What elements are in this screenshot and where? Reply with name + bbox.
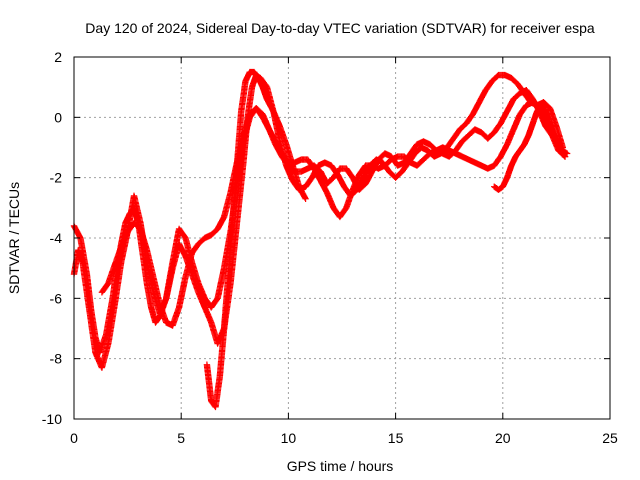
y-tick-label: -2 bbox=[50, 170, 63, 186]
grid bbox=[74, 57, 610, 419]
chart-title: Day 120 of 2024, Sidereal Day-to-day VTE… bbox=[85, 20, 595, 36]
x-axis-label: GPS time / hours bbox=[287, 458, 394, 474]
x-tick-label: 5 bbox=[177, 430, 185, 446]
series-markers bbox=[70, 87, 569, 371]
series-markers bbox=[491, 102, 571, 193]
x-tick-label: 0 bbox=[70, 430, 78, 446]
series-track-A bbox=[70, 71, 566, 356]
series-track-D bbox=[203, 68, 309, 411]
y-tick-label: -8 bbox=[50, 351, 63, 367]
y-axis-label: SDTVAR / TECUs bbox=[6, 182, 22, 294]
series-track-B bbox=[70, 87, 569, 371]
series-markers bbox=[203, 68, 309, 411]
series-track-E bbox=[491, 102, 571, 193]
y-tick-label: -6 bbox=[50, 290, 63, 306]
y-tick-label: -10 bbox=[42, 411, 62, 427]
y-tick-label: 0 bbox=[54, 109, 62, 125]
x-tick-label: 20 bbox=[495, 430, 511, 446]
x-tick-label: 15 bbox=[388, 430, 404, 446]
axis-ticks: 0 5 10 15 20 25 -10 -8 -6 -4 -2 0 2 bbox=[42, 49, 618, 446]
series-markers bbox=[98, 99, 569, 329]
data-marks bbox=[70, 68, 571, 411]
x-tick-label: 25 bbox=[602, 430, 618, 446]
x-tick-label: 10 bbox=[281, 430, 297, 446]
y-tick-label: -4 bbox=[50, 230, 63, 246]
series-track-C bbox=[98, 99, 569, 329]
y-tick-label: 2 bbox=[54, 49, 62, 65]
series-markers bbox=[70, 71, 566, 356]
